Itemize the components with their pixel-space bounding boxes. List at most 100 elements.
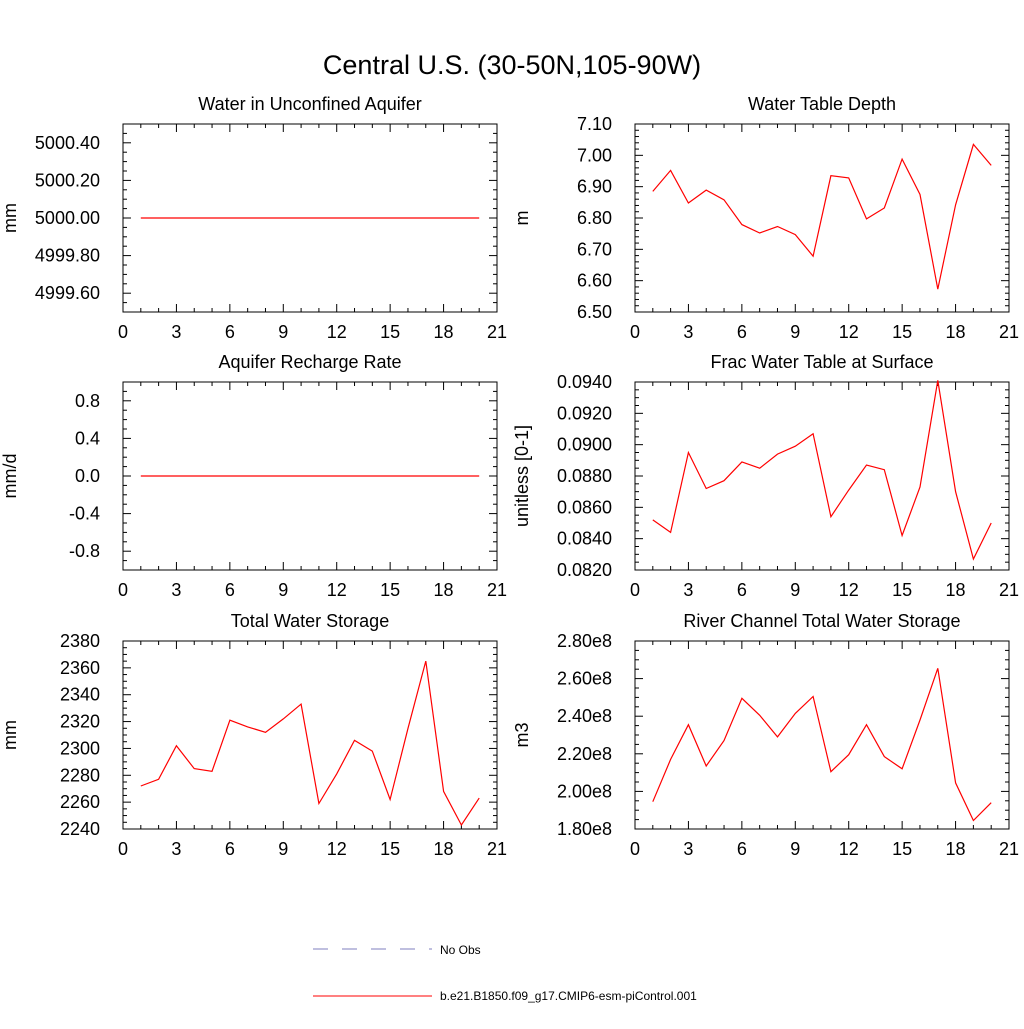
chart-title: Total Water Storage [231, 611, 389, 631]
x-tick-label: 12 [327, 322, 347, 342]
y-tick-label: 6.80 [577, 208, 612, 228]
x-tick-label: 3 [683, 322, 693, 342]
legend-label-no-obs: No Obs [440, 943, 481, 957]
y-tick-label: 2300 [60, 738, 100, 758]
y-axis-label: mm/d [0, 454, 20, 499]
y-tick-label: -0.4 [69, 504, 100, 524]
legend-entry-model-run: b.e21.B1850.f09_g17.CMIP6-esm-piControl.… [313, 989, 697, 1003]
y-axis-label: m3 [512, 722, 532, 747]
x-tick-label: 0 [630, 322, 640, 342]
y-tick-label: 2.20e8 [557, 744, 612, 764]
x-tick-label: 12 [839, 322, 859, 342]
y-tick-label: 1.80e8 [557, 819, 612, 839]
y-tick-label: 0.0900 [557, 435, 612, 455]
y-tick-label: 2.00e8 [557, 781, 612, 801]
chart-panel-5: Total Water Storage mm 0 3 6 9 12 15 18 21 2240 226… [0, 611, 507, 859]
y-tick-label: 0.0 [75, 466, 100, 486]
legend-label-model-run: b.e21.B1850.f09_g17.CMIP6-esm-piControl.… [440, 989, 697, 1003]
legend-entry-no-obs: No Obs [313, 943, 481, 957]
y-tick-label: 7.00 [577, 145, 612, 165]
x-tick-label: 3 [171, 580, 181, 600]
y-tick-label: 6.70 [577, 239, 612, 259]
y-tick-label: 0.0940 [557, 372, 612, 392]
panels: Water in Unconfined Aquifer mm 0 3 6 9 12 15 18 2… [0, 94, 1019, 859]
y-tick-label: 2380 [60, 631, 100, 651]
x-tick-label: 21 [487, 322, 507, 342]
y-tick-label: 0.8 [75, 391, 100, 411]
x-tick-label: 9 [790, 322, 800, 342]
series-line [652, 143, 992, 290]
y-tick-label: 5000.00 [35, 208, 100, 228]
x-tick-label: 3 [171, 839, 181, 859]
x-tick-label: 0 [118, 839, 128, 859]
x-tick-label: 12 [327, 839, 347, 859]
y-tick-label: 6.90 [577, 177, 612, 197]
x-tick-label: 6 [225, 580, 235, 600]
y-tick-label: 2280 [60, 765, 100, 785]
chart-panel-6: River Channel Total Water Storage m3 0 3 6 9 1… [512, 611, 1019, 859]
x-tick-label: 9 [278, 580, 288, 600]
chart-panel-3: Aquifer Recharge Rate mm/d 0 3 6 9 12 15 18 21 -0.… [0, 352, 507, 600]
y-tick-label: -0.8 [69, 541, 100, 561]
x-tick-label: 21 [487, 580, 507, 600]
y-tick-label: 5000.40 [35, 133, 100, 153]
y-axis-label: mm [0, 203, 20, 233]
x-tick-label: 9 [278, 839, 288, 859]
x-tick-label: 0 [118, 322, 128, 342]
x-tick-label: 18 [946, 580, 966, 600]
chart-title: River Channel Total Water Storage [683, 611, 960, 631]
x-tick-label: 18 [434, 839, 454, 859]
chart-title: Aquifer Recharge Rate [218, 352, 401, 372]
y-axis-label: mm [0, 720, 20, 750]
legend: No Obs b.e21.B1850.f09_g17.CMIP6-esm-piC… [313, 943, 697, 1003]
plot-frame [122, 640, 498, 830]
y-tick-label: 4999.60 [35, 283, 100, 303]
y-tick-label: 0.0840 [557, 529, 612, 549]
x-tick-label: 3 [683, 839, 693, 859]
y-tick-label: 0.0920 [557, 403, 612, 423]
y-tick-label: 2.60e8 [557, 669, 612, 689]
y-tick-label: 2.40e8 [557, 706, 612, 726]
x-tick-label: 15 [892, 580, 912, 600]
x-tick-label: 9 [790, 839, 800, 859]
series-line [140, 660, 480, 827]
y-tick-label: 0.0860 [557, 497, 612, 517]
y-tick-label: 2240 [60, 819, 100, 839]
y-axis-label: m [512, 211, 532, 226]
x-tick-label: 6 [737, 322, 747, 342]
x-tick-label: 0 [630, 580, 640, 600]
chart-title: Water in Unconfined Aquifer [198, 94, 421, 114]
x-tick-label: 15 [380, 322, 400, 342]
y-axis-label: unitless [0-1] [512, 425, 532, 527]
y-tick-label: 2320 [60, 712, 100, 732]
x-tick-label: 18 [946, 839, 966, 859]
x-tick-label: 6 [225, 322, 235, 342]
x-tick-label: 15 [380, 839, 400, 859]
y-tick-label: 2340 [60, 685, 100, 705]
y-tick-label: 5000.20 [35, 170, 100, 190]
x-tick-label: 6 [737, 839, 747, 859]
x-tick-label: 0 [630, 839, 640, 859]
x-tick-label: 21 [999, 322, 1019, 342]
x-tick-label: 0 [118, 580, 128, 600]
y-tick-label: 2360 [60, 658, 100, 678]
x-tick-label: 21 [999, 580, 1019, 600]
y-tick-label: 2.80e8 [557, 631, 612, 651]
x-tick-label: 3 [171, 322, 181, 342]
x-tick-label: 18 [434, 322, 454, 342]
chart-panel-1: Water in Unconfined Aquifer mm 0 3 6 9 12 15 18 2… [0, 94, 507, 342]
y-tick-label: 6.60 [577, 271, 612, 291]
x-tick-label: 6 [225, 839, 235, 859]
chart-title: Water Table Depth [748, 94, 896, 114]
x-tick-label: 9 [278, 322, 288, 342]
y-tick-label: 0.4 [75, 428, 100, 448]
x-tick-label: 15 [892, 839, 912, 859]
figure-title: Central U.S. (30-50N,105-90W) [323, 50, 701, 80]
chart-panel-4: Frac Water Table at Surface unitless [0-1… [512, 352, 1019, 600]
y-tick-label: 0.0880 [557, 466, 612, 486]
y-tick-label: 2260 [60, 792, 100, 812]
chart-panel-2: Water Table Depth m 0 3 6 9 12 15 18 21 6.50 6.60 6.… [512, 94, 1019, 342]
x-tick-label: 3 [683, 580, 693, 600]
